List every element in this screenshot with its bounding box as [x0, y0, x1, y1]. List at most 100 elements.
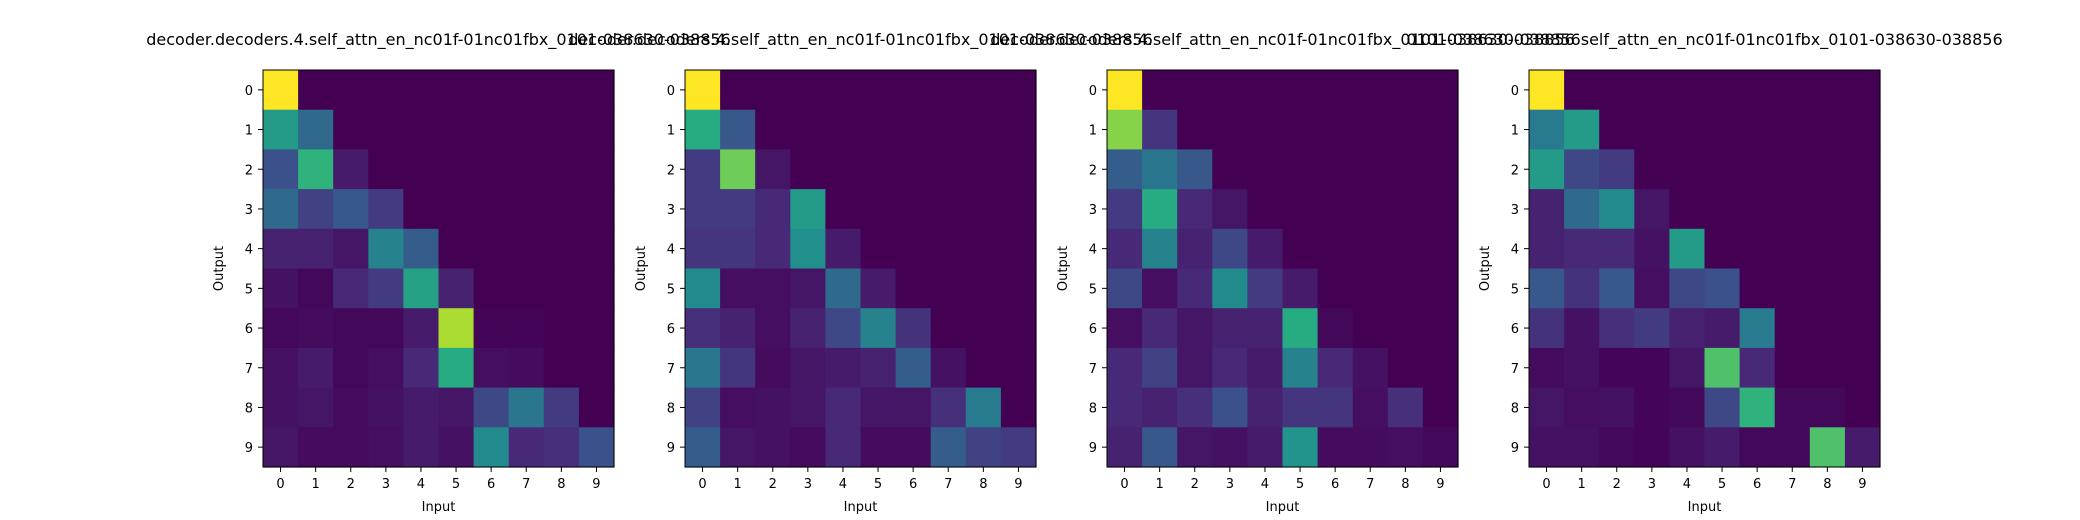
x-axis-label: Input: [1688, 500, 1722, 515]
heatmap-cell: [965, 228, 1002, 270]
heatmap-cell: [263, 427, 299, 468]
heatmap-cell: [755, 387, 791, 428]
heatmap-cell: [438, 70, 475, 111]
heatmap-cell: [755, 70, 791, 111]
heatmap-cell: [1352, 308, 1389, 349]
heatmap-cell: [1704, 228, 1741, 270]
heatmap-cell: [895, 308, 932, 349]
heatmap-cell: [1282, 109, 1319, 150]
heatmap-cell: [368, 189, 404, 230]
heatmap-cell: [1669, 189, 1706, 230]
heatmap-cell: [333, 70, 369, 111]
heatmap-cell: [1529, 347, 1565, 389]
heatmap-cell: [685, 149, 721, 190]
heatmap-cell: [1774, 427, 1811, 468]
heatmap-cell: [403, 189, 440, 230]
heatmap-cell: [438, 268, 475, 309]
heatmap-cell: [1422, 228, 1459, 270]
heatmap-cell: [1000, 70, 1037, 111]
heatmap-cell: [1599, 427, 1635, 468]
heatmap-cell: [1107, 387, 1143, 428]
heatmap-cell: [965, 308, 1002, 349]
heatmap-cell: [298, 347, 334, 389]
heatmap-cell: [685, 347, 721, 389]
heatmap-cell: [1634, 347, 1670, 389]
heatmap-cell: [1844, 308, 1881, 349]
x-tick-label: 6: [487, 477, 495, 492]
heatmap-cell: [1387, 347, 1424, 389]
heatmap-cell: [1387, 268, 1424, 309]
heatmap-cell: [403, 347, 440, 389]
heatmap-cell: [965, 427, 1002, 468]
heatmap-cell: [1599, 347, 1635, 389]
heatmap-cell: [508, 149, 545, 190]
heatmap-cell: [1599, 268, 1635, 309]
y-tick-label: 0: [667, 84, 675, 99]
heatmap-cell: [1669, 70, 1706, 111]
heatmap-cell: [1282, 70, 1319, 111]
heatmap-cell: [1669, 427, 1706, 468]
heatmap-cell: [1212, 427, 1248, 468]
heatmap-cell: [1739, 387, 1776, 428]
heatmap-cell: [1317, 189, 1354, 230]
heatmap-cell: [965, 149, 1002, 190]
heatmap-cell: [1317, 268, 1354, 309]
heatmap-cell: [1739, 268, 1776, 309]
heatmap-cell: [720, 189, 756, 230]
heatmap-cell: [508, 228, 545, 270]
heatmap-cell: [1634, 268, 1670, 309]
heatmap-cell: [368, 427, 404, 468]
heatmap-cell: [1564, 387, 1600, 428]
heatmap-cell: [1739, 109, 1776, 150]
heatmap-cell: [1352, 387, 1389, 428]
heatmap-cell: [1387, 70, 1424, 111]
heatmap-cell: [298, 149, 334, 190]
y-tick-label: 7: [245, 362, 253, 377]
heatmap-cell: [1774, 268, 1811, 309]
y-tick-label: 7: [1089, 362, 1097, 377]
heatmap-cell: [508, 109, 545, 150]
heatmap-cell: [1774, 387, 1811, 428]
heatmap-cell: [930, 189, 967, 230]
x-tick-label: 2: [347, 477, 355, 492]
heatmap-cell: [403, 308, 440, 349]
heatmap-cell: [1142, 268, 1178, 309]
x-tick-label: 1: [1578, 477, 1586, 492]
heatmap-cell: [790, 70, 826, 111]
y-tick-label: 5: [1511, 282, 1519, 297]
heatmap-cell: [825, 308, 862, 349]
heatmap-cell: [1599, 308, 1635, 349]
heatmap-cell: [578, 109, 615, 150]
heatmap-cell: [1177, 228, 1213, 270]
heatmap-cell: [1739, 228, 1776, 270]
heatmap-cell: [1774, 189, 1811, 230]
heatmap-cell: [1000, 308, 1037, 349]
x-tick-label: 3: [1648, 477, 1656, 492]
x-tick-label: 8: [557, 477, 565, 492]
heatmap-cell: [263, 308, 299, 349]
heatmap-cell: [720, 228, 756, 270]
heatmap-cell: [368, 70, 404, 111]
y-tick-label: 7: [1511, 362, 1519, 377]
heatmap-cell: [1529, 228, 1565, 270]
heatmap-cell: [930, 70, 967, 111]
heatmap-cell: [1000, 427, 1037, 468]
heatmap-cell: [1774, 149, 1811, 190]
heatmap-cell: [1177, 268, 1213, 309]
heatmap-cell: [790, 149, 826, 190]
heatmap-cell: [1387, 189, 1424, 230]
heatmap-cell: [1669, 109, 1706, 150]
heatmap-cell: [1387, 387, 1424, 428]
y-tick-label: 0: [1089, 84, 1097, 99]
y-tick-label: 3: [667, 203, 675, 218]
heatmap-cell: [1634, 427, 1670, 468]
x-tick-label: 7: [1366, 477, 1374, 492]
heatmap-cell: [1247, 109, 1284, 150]
heatmap-cell: [1844, 109, 1881, 150]
y-tick-label: 2: [667, 163, 675, 178]
heatmap-cell: [1387, 427, 1424, 468]
heatmap-cell: [543, 308, 580, 349]
heatmap-cell: [1599, 149, 1635, 190]
heatmap-cell: [1352, 70, 1389, 111]
y-tick-label: 2: [1511, 163, 1519, 178]
